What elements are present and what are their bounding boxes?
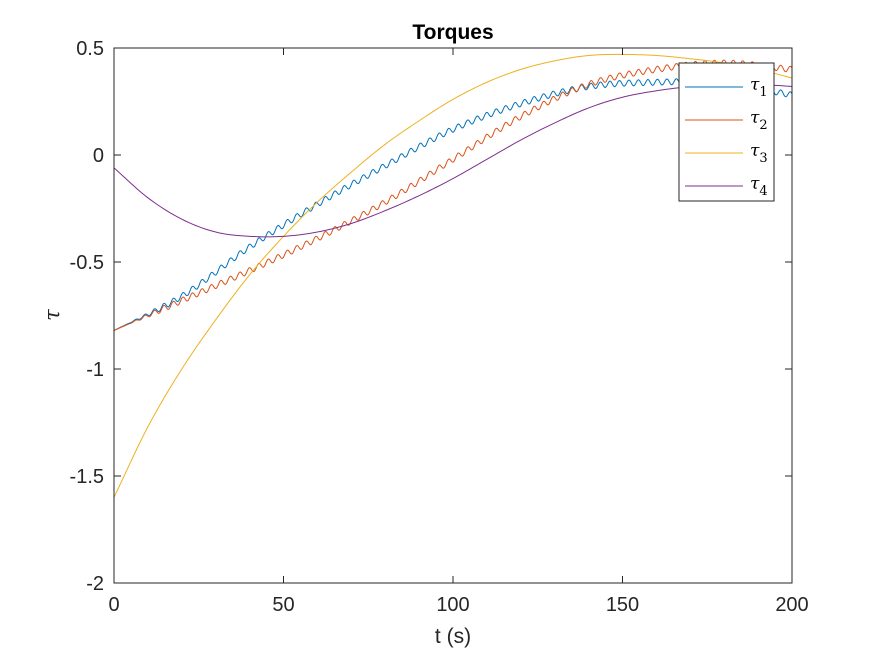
y-tick-label: -1.5	[70, 466, 104, 488]
x-tick-label: 50	[272, 594, 294, 616]
x-tick-label: 0	[108, 594, 119, 616]
y-tick-label: 0	[93, 145, 104, 167]
y-tick-label: 0.5	[76, 38, 104, 60]
x-tick-label: 200	[775, 594, 808, 616]
y-axis-label: τ	[40, 309, 64, 321]
y-tick-label: -0.5	[70, 252, 104, 274]
legend-subscript: 3	[759, 151, 767, 166]
legend-subscript: 1	[759, 85, 767, 100]
legend-label-tau-1: τ1	[750, 75, 768, 100]
x-tick-label: 150	[606, 594, 639, 616]
series-line-tau-3	[114, 53, 792, 498]
legend-label-tau-3: τ3	[750, 141, 768, 166]
legend-symbol: τ	[750, 108, 760, 128]
y-tick-label: -2	[86, 573, 104, 595]
ticks-layer: 0 50 100 150 200 -2 -1.5 -1 -0.5 0 0.5	[70, 38, 809, 616]
y-tick-label: -1	[86, 359, 104, 381]
legend-symbol: τ	[750, 75, 760, 95]
x-axis-label: t (s)	[435, 625, 471, 648]
legend-subscript: 4	[759, 184, 767, 199]
legend-box	[678, 62, 775, 202]
legend-label-tau-4: τ4	[750, 174, 768, 199]
legend-symbol: τ	[750, 174, 760, 194]
x-tick-label: 100	[436, 594, 469, 616]
legend-subscript: 2	[759, 118, 767, 133]
legend-label-tau-2: τ2	[750, 108, 768, 133]
legend-symbol: τ	[750, 141, 760, 161]
chart-title: Torques	[412, 21, 493, 44]
